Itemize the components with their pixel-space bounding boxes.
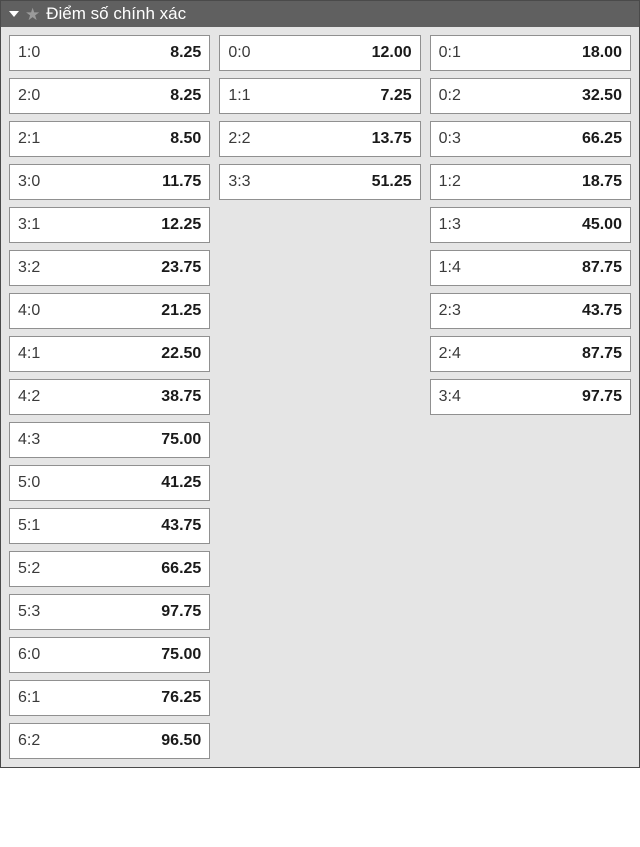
bet-option[interactable]: 2:3 43.75 [430,293,631,329]
score-label: 5:3 [18,603,40,621]
bet-option[interactable]: 2:2 13.75 [219,121,420,157]
odds-value: 18.75 [582,173,622,191]
bet-option[interactable]: 3:0 11.75 [9,164,210,200]
bet-option[interactable]: 3:4 97.75 [430,379,631,415]
bet-option[interactable]: 3:2 23.75 [9,250,210,286]
bet-option[interactable]: 5:0 41.25 [9,465,210,501]
odds-value: 97.75 [582,388,622,406]
bet-option[interactable]: 2:0 8.25 [9,78,210,114]
bet-option[interactable]: 4:1 22.50 [9,336,210,372]
bet-option[interactable]: 1:3 45.00 [430,207,631,243]
score-label: 5:2 [18,560,40,578]
bet-option[interactable]: 5:1 43.75 [9,508,210,544]
odds-value: 87.75 [582,345,622,363]
score-label: 2:3 [439,302,461,320]
column-draw: 0:0 12.00 1:1 7.25 2:2 13.75 3:3 51.25 [219,35,420,759]
bet-option[interactable]: 6:0 75.00 [9,637,210,673]
bet-option[interactable]: 2:4 87.75 [430,336,631,372]
score-label: 1:1 [228,87,250,105]
score-label: 4:2 [18,388,40,406]
bet-option[interactable]: 1:2 18.75 [430,164,631,200]
score-label: 4:0 [18,302,40,320]
odds-value: 23.75 [161,259,201,277]
bet-option[interactable]: 0:2 32.50 [430,78,631,114]
odds-value: 87.75 [582,259,622,277]
score-label: 2:0 [18,87,40,105]
score-label: 3:3 [228,173,250,191]
bet-option[interactable]: 5:2 66.25 [9,551,210,587]
odds-value: 51.25 [372,173,412,191]
odds-value: 18.00 [582,44,622,62]
score-label: 6:1 [18,689,40,707]
score-label: 1:3 [439,216,461,234]
odds-value: 8.50 [170,130,201,148]
odds-value: 43.75 [161,517,201,535]
bet-option[interactable]: 2:1 8.50 [9,121,210,157]
odds-value: 22.50 [161,345,201,363]
odds-value: 11.75 [162,173,201,191]
score-label: 3:2 [18,259,40,277]
odds-value: 75.00 [161,646,201,664]
odds-value: 8.25 [170,44,201,62]
odds-value: 76.25 [161,689,201,707]
column-away-win: 0:1 18.00 0:2 32.50 0:3 66.25 1:2 18.75 1:3 45.00… [430,35,631,759]
odds-value: 13.75 [372,130,412,148]
odds-value: 66.25 [582,130,622,148]
bet-option[interactable]: 1:0 8.25 [9,35,210,71]
star-icon[interactable]: ★ [25,6,40,23]
bet-option[interactable]: 5:3 97.75 [9,594,210,630]
score-label: 5:1 [18,517,40,535]
bet-option[interactable]: 4:2 38.75 [9,379,210,415]
bet-option[interactable]: 1:4 87.75 [430,250,631,286]
odds-value: 7.25 [381,87,412,105]
odds-value: 32.50 [582,87,622,105]
score-label: 5:0 [18,474,40,492]
score-label: 0:1 [439,44,461,62]
bet-option[interactable]: 6:1 76.25 [9,680,210,716]
odds-value: 75.00 [161,431,201,449]
panel-header[interactable]: ★ Điểm số chính xác [1,1,639,27]
bet-option[interactable]: 0:3 66.25 [430,121,631,157]
bet-option[interactable]: 3:1 12.25 [9,207,210,243]
odds-value: 45.00 [582,216,622,234]
score-label: 3:0 [18,173,40,191]
chevron-down-icon [9,11,19,17]
odds-value: 66.25 [161,560,201,578]
score-label: 1:2 [439,173,461,191]
score-label: 2:1 [18,130,40,148]
correct-score-panel: ★ Điểm số chính xác 1:0 8.25 2:0 8.25 2:1 8.5… [0,0,640,768]
bet-option[interactable]: 6:2 96.50 [9,723,210,759]
bet-option[interactable]: 0:1 18.00 [430,35,631,71]
odds-value: 41.25 [161,474,201,492]
odds-value: 43.75 [582,302,622,320]
odds-value: 96.50 [161,732,201,750]
odds-value: 8.25 [170,87,201,105]
score-label: 2:2 [228,130,250,148]
score-label: 6:0 [18,646,40,664]
bet-option[interactable]: 4:0 21.25 [9,293,210,329]
odds-value: 12.00 [372,44,412,62]
score-label: 0:2 [439,87,461,105]
score-label: 2:4 [439,345,461,363]
bet-option[interactable]: 0:0 12.00 [219,35,420,71]
score-label: 0:3 [439,130,461,148]
score-label: 1:0 [18,44,40,62]
odds-value: 21.25 [161,302,201,320]
score-label: 6:2 [18,732,40,750]
score-label: 0:0 [228,44,250,62]
score-label: 3:1 [18,216,40,234]
odds-value: 97.75 [161,603,201,621]
panel-body: 1:0 8.25 2:0 8.25 2:1 8.50 3:0 11.75 3:1 12.25 3:2… [1,27,639,767]
odds-value: 12.25 [161,216,201,234]
score-label: 3:4 [439,388,461,406]
column-home-win: 1:0 8.25 2:0 8.25 2:1 8.50 3:0 11.75 3:1 12.25 3:2… [9,35,210,759]
score-label: 4:1 [18,345,40,363]
score-label: 4:3 [18,431,40,449]
score-label: 1:4 [439,259,461,277]
odds-value: 38.75 [161,388,201,406]
bet-option[interactable]: 4:3 75.00 [9,422,210,458]
panel-title: Điểm số chính xác [46,4,186,24]
bet-option[interactable]: 1:1 7.25 [219,78,420,114]
bet-option[interactable]: 3:3 51.25 [219,164,420,200]
